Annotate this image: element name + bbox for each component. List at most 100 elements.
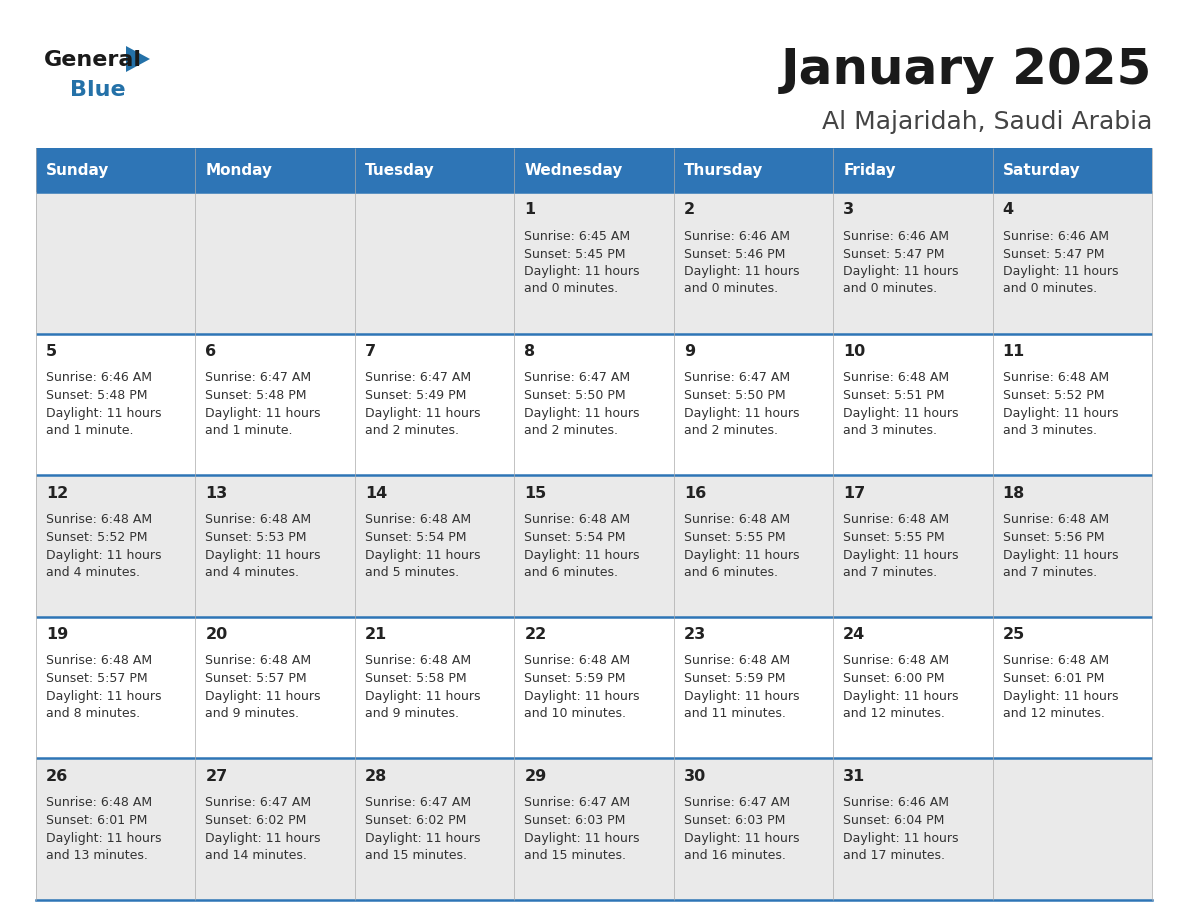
Text: Sunrise: 6:48 AM: Sunrise: 6:48 AM bbox=[206, 512, 311, 526]
Text: Daylight: 11 hours: Daylight: 11 hours bbox=[46, 549, 162, 562]
Text: Daylight: 11 hours: Daylight: 11 hours bbox=[843, 407, 959, 420]
Text: Daylight: 11 hours: Daylight: 11 hours bbox=[206, 690, 321, 703]
Text: Sunrise: 6:48 AM: Sunrise: 6:48 AM bbox=[46, 512, 152, 526]
Text: and 3 minutes.: and 3 minutes. bbox=[1003, 424, 1097, 437]
Bar bbox=[196, 148, 355, 192]
Bar bbox=[674, 617, 833, 758]
Text: Sunrise: 6:46 AM: Sunrise: 6:46 AM bbox=[1003, 230, 1108, 242]
Bar bbox=[833, 148, 992, 192]
Text: Monday: Monday bbox=[206, 162, 272, 177]
Bar bbox=[36, 333, 196, 476]
Text: Daylight: 11 hours: Daylight: 11 hours bbox=[684, 690, 800, 703]
Text: and 7 minutes.: and 7 minutes. bbox=[1003, 565, 1097, 578]
Bar bbox=[833, 333, 992, 476]
Bar bbox=[355, 617, 514, 758]
Bar bbox=[674, 333, 833, 476]
Text: Sunday: Sunday bbox=[46, 162, 109, 177]
Text: Sunrise: 6:47 AM: Sunrise: 6:47 AM bbox=[206, 796, 311, 809]
Text: 30: 30 bbox=[684, 769, 706, 784]
Text: Sunrise: 6:48 AM: Sunrise: 6:48 AM bbox=[365, 512, 470, 526]
Text: Daylight: 11 hours: Daylight: 11 hours bbox=[206, 832, 321, 845]
Text: Daylight: 11 hours: Daylight: 11 hours bbox=[524, 549, 640, 562]
Bar bbox=[992, 148, 1152, 192]
Bar bbox=[992, 617, 1152, 758]
Text: Sunset: 5:57 PM: Sunset: 5:57 PM bbox=[46, 672, 147, 686]
Text: and 13 minutes.: and 13 minutes. bbox=[46, 849, 147, 862]
Text: 7: 7 bbox=[365, 344, 375, 359]
Bar bbox=[992, 192, 1152, 333]
Text: and 14 minutes.: and 14 minutes. bbox=[206, 849, 308, 862]
Text: Daylight: 11 hours: Daylight: 11 hours bbox=[684, 407, 800, 420]
Text: Sunrise: 6:48 AM: Sunrise: 6:48 AM bbox=[46, 796, 152, 809]
Text: Daylight: 11 hours: Daylight: 11 hours bbox=[365, 549, 480, 562]
Bar bbox=[992, 758, 1152, 900]
Text: 21: 21 bbox=[365, 627, 387, 643]
Text: Thursday: Thursday bbox=[684, 162, 763, 177]
Text: Daylight: 11 hours: Daylight: 11 hours bbox=[365, 690, 480, 703]
Text: and 15 minutes.: and 15 minutes. bbox=[365, 849, 467, 862]
Text: and 3 minutes.: and 3 minutes. bbox=[843, 424, 937, 437]
Text: Sunrise: 6:47 AM: Sunrise: 6:47 AM bbox=[524, 796, 631, 809]
Text: Daylight: 11 hours: Daylight: 11 hours bbox=[524, 690, 640, 703]
Text: and 17 minutes.: and 17 minutes. bbox=[843, 849, 946, 862]
Text: Sunrise: 6:48 AM: Sunrise: 6:48 AM bbox=[843, 655, 949, 667]
Text: Daylight: 11 hours: Daylight: 11 hours bbox=[843, 265, 959, 278]
Text: Sunrise: 6:45 AM: Sunrise: 6:45 AM bbox=[524, 230, 631, 242]
Text: Sunset: 5:51 PM: Sunset: 5:51 PM bbox=[843, 389, 944, 402]
Bar bbox=[36, 617, 196, 758]
Text: Sunrise: 6:48 AM: Sunrise: 6:48 AM bbox=[1003, 371, 1108, 384]
Bar bbox=[355, 758, 514, 900]
Text: Al Majaridah, Saudi Arabia: Al Majaridah, Saudi Arabia bbox=[822, 110, 1152, 134]
Text: Daylight: 11 hours: Daylight: 11 hours bbox=[843, 832, 959, 845]
Text: and 7 minutes.: and 7 minutes. bbox=[843, 565, 937, 578]
Text: and 12 minutes.: and 12 minutes. bbox=[1003, 707, 1105, 721]
Text: 3: 3 bbox=[843, 203, 854, 218]
Text: 12: 12 bbox=[46, 486, 68, 500]
Text: Daylight: 11 hours: Daylight: 11 hours bbox=[684, 265, 800, 278]
Text: 16: 16 bbox=[684, 486, 706, 500]
Text: and 0 minutes.: and 0 minutes. bbox=[524, 283, 619, 296]
Bar bbox=[674, 758, 833, 900]
Text: Sunrise: 6:48 AM: Sunrise: 6:48 AM bbox=[1003, 512, 1108, 526]
Text: Daylight: 11 hours: Daylight: 11 hours bbox=[206, 407, 321, 420]
Text: Sunrise: 6:48 AM: Sunrise: 6:48 AM bbox=[843, 512, 949, 526]
Text: and 9 minutes.: and 9 minutes. bbox=[206, 707, 299, 721]
Bar bbox=[674, 476, 833, 617]
Text: and 1 minute.: and 1 minute. bbox=[206, 424, 293, 437]
Bar bbox=[196, 476, 355, 617]
Text: 14: 14 bbox=[365, 486, 387, 500]
Text: Sunrise: 6:48 AM: Sunrise: 6:48 AM bbox=[46, 655, 152, 667]
Text: Daylight: 11 hours: Daylight: 11 hours bbox=[684, 832, 800, 845]
Text: Daylight: 11 hours: Daylight: 11 hours bbox=[843, 549, 959, 562]
Bar bbox=[36, 476, 196, 617]
Text: Sunrise: 6:46 AM: Sunrise: 6:46 AM bbox=[46, 371, 152, 384]
Text: 11: 11 bbox=[1003, 344, 1025, 359]
Text: 26: 26 bbox=[46, 769, 68, 784]
Text: Daylight: 11 hours: Daylight: 11 hours bbox=[1003, 407, 1118, 420]
Text: 15: 15 bbox=[524, 486, 546, 500]
Bar bbox=[833, 617, 992, 758]
Text: Daylight: 11 hours: Daylight: 11 hours bbox=[46, 832, 162, 845]
Text: Sunrise: 6:48 AM: Sunrise: 6:48 AM bbox=[524, 655, 631, 667]
Text: January 2025: January 2025 bbox=[781, 46, 1152, 94]
Text: 18: 18 bbox=[1003, 486, 1025, 500]
Text: Sunrise: 6:48 AM: Sunrise: 6:48 AM bbox=[684, 655, 790, 667]
Text: Sunset: 5:54 PM: Sunset: 5:54 PM bbox=[524, 531, 626, 543]
Bar bbox=[36, 148, 196, 192]
Text: 22: 22 bbox=[524, 627, 546, 643]
Text: and 0 minutes.: and 0 minutes. bbox=[1003, 283, 1097, 296]
Text: Sunset: 5:55 PM: Sunset: 5:55 PM bbox=[684, 531, 785, 543]
Bar bbox=[196, 617, 355, 758]
Text: 27: 27 bbox=[206, 769, 228, 784]
Text: and 0 minutes.: and 0 minutes. bbox=[843, 283, 937, 296]
Text: Sunrise: 6:47 AM: Sunrise: 6:47 AM bbox=[365, 796, 470, 809]
Text: Sunset: 5:48 PM: Sunset: 5:48 PM bbox=[206, 389, 307, 402]
Text: Sunset: 5:58 PM: Sunset: 5:58 PM bbox=[365, 672, 467, 686]
Text: Daylight: 11 hours: Daylight: 11 hours bbox=[1003, 265, 1118, 278]
Bar bbox=[674, 192, 833, 333]
Bar bbox=[355, 192, 514, 333]
Text: Sunrise: 6:46 AM: Sunrise: 6:46 AM bbox=[843, 230, 949, 242]
Text: 4: 4 bbox=[1003, 203, 1013, 218]
Text: Daylight: 11 hours: Daylight: 11 hours bbox=[365, 407, 480, 420]
Text: Sunrise: 6:47 AM: Sunrise: 6:47 AM bbox=[684, 371, 790, 384]
